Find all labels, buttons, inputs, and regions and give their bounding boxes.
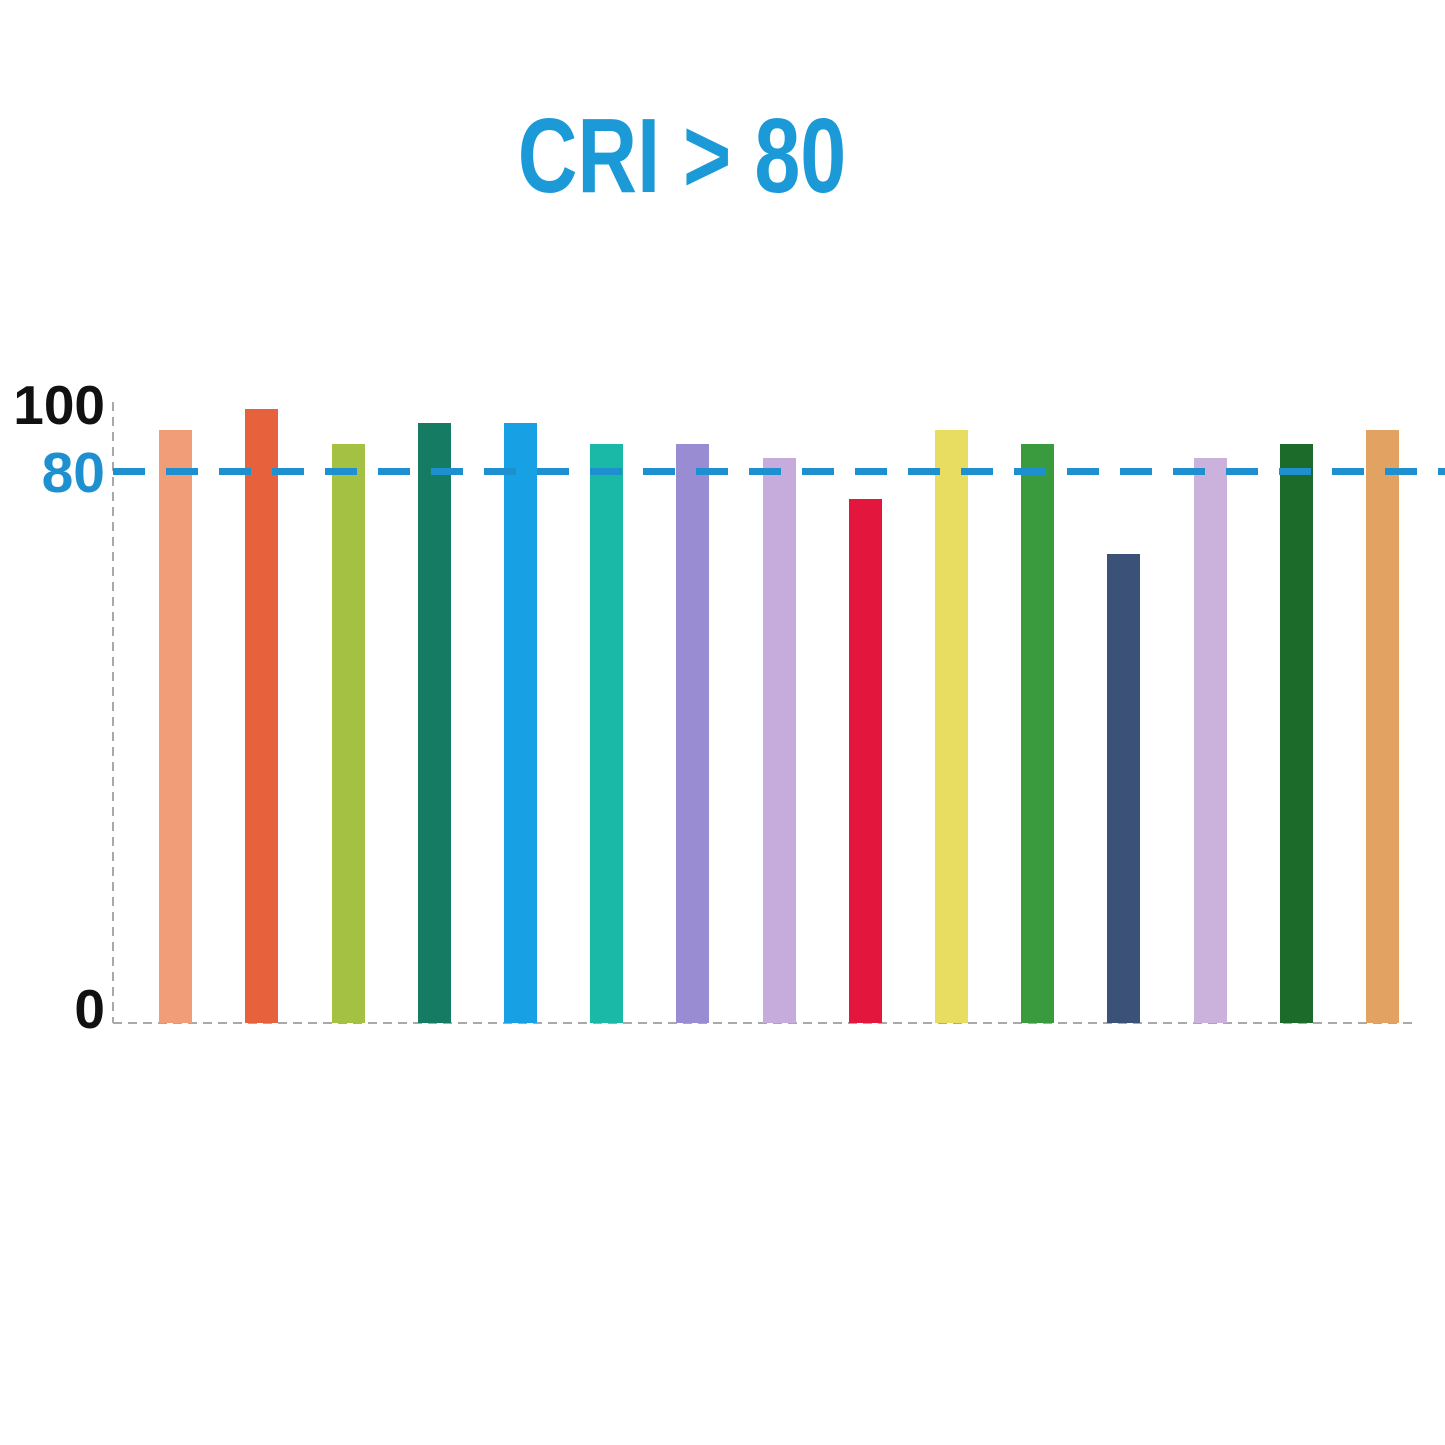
chart-title: CRI > 80	[517, 97, 847, 215]
bar-lavender	[1193, 457, 1227, 1023]
bar-bright-blue	[504, 423, 537, 1023]
y-axis-line	[112, 402, 114, 1023]
bar-dark-green	[1279, 443, 1313, 1023]
y-axis-tick-0: 0	[74, 978, 105, 1040]
bar-sea-green	[417, 423, 451, 1023]
bar-teal	[590, 443, 624, 1023]
bar-navy-blue	[1107, 554, 1141, 1023]
bar-light-salmon	[159, 430, 193, 1023]
bar-medium-purple	[676, 443, 710, 1023]
y-axis-tick-80: 80	[41, 441, 105, 505]
bar-light-purple	[762, 457, 796, 1023]
threshold-80-line	[113, 467, 1445, 475]
bar-crimson	[848, 499, 882, 1023]
x-axis-line	[113, 1022, 1413, 1024]
bar-tan-orange	[1366, 430, 1399, 1023]
bar-yellow-green	[331, 443, 365, 1023]
bar-green	[1021, 443, 1055, 1023]
bar-yellow	[935, 430, 968, 1023]
bar-orange-red	[245, 409, 279, 1023]
y-axis-tick-100: 100	[13, 374, 105, 436]
